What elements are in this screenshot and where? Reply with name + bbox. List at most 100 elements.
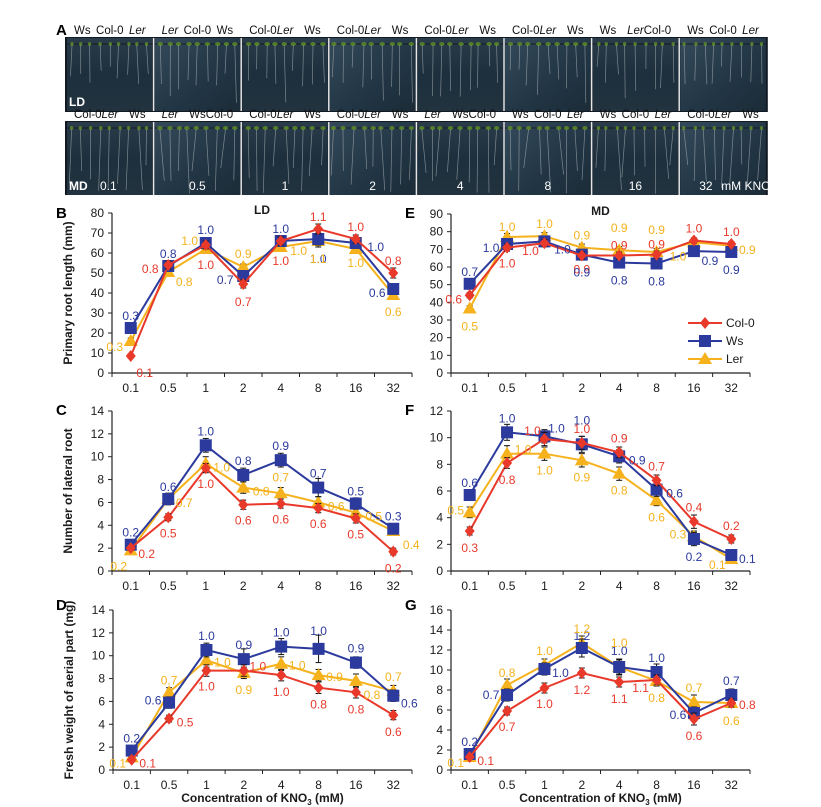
strain-label: Col-0 <box>249 109 276 121</box>
data-label: 0.8 <box>364 688 381 702</box>
data-label: 1.2 <box>573 622 590 636</box>
data-label: 0.1 <box>447 756 464 770</box>
strain-label: Ler <box>277 25 295 37</box>
data-label: 0.3 <box>385 510 402 524</box>
y-axis-label: Primary root length (mm) <box>61 221 75 364</box>
data-label: 1.0 <box>347 220 364 234</box>
data-labels-ler: 0.1 0.7 1.0 0.9 1.0 0.9 0.8 0.7 <box>109 655 402 770</box>
strain-label: Ws <box>304 25 321 37</box>
data-label: 0.9 <box>573 263 590 277</box>
data-label: 0.3 <box>461 541 478 555</box>
plate-image <box>592 122 679 195</box>
data-point-diamond <box>313 223 324 235</box>
plate-photo: Ws Col-0 Ler <box>67 25 153 111</box>
strain-label: Ws <box>600 25 617 37</box>
plate-photo: Col-0 Ler Ws 32 mM KNO3 <box>678 109 776 195</box>
data-point-square <box>613 256 626 269</box>
strain-label: Ws <box>512 109 529 121</box>
data-label: 0.6 <box>723 714 740 728</box>
data-point-diamond <box>726 697 737 709</box>
data-point-square <box>199 439 212 452</box>
data-label: 0.3 <box>670 527 687 541</box>
strain-label: Ws <box>567 25 584 37</box>
y-tick-label: 6 <box>436 484 443 498</box>
series-ws <box>125 634 400 757</box>
data-label: 0.9 <box>235 247 252 261</box>
data-label: 0.1 <box>739 552 756 566</box>
data-point-diamond <box>614 446 625 459</box>
data-point-diamond <box>651 674 662 686</box>
data-label: 0.4 <box>686 501 703 515</box>
data-labels-ler: 0.20.71.00.80.70.60.50.4 <box>110 461 420 574</box>
plate-photo: Ler Ws Col-0 0.5 <box>152 109 241 195</box>
x-tick-label: 8 <box>315 579 322 593</box>
concentration-label: 16 <box>629 179 643 193</box>
data-label: 1.0 <box>197 223 214 237</box>
y-tick-label: 8 <box>98 672 105 686</box>
data-point-triangle <box>236 260 251 272</box>
data-point-square <box>312 481 325 494</box>
panel-label-f: F <box>405 402 414 419</box>
plate-photo: Ws Col-0 Ler 16 <box>590 109 679 195</box>
data-label: 1.1 <box>611 692 628 706</box>
data-labels-ws: 0.2 0.6 1.0 0.9 1.0 1.0 0.9 0.6 <box>123 624 418 746</box>
y-tick-label: 10 <box>92 649 106 663</box>
panel-label-e: E <box>405 205 415 222</box>
panel-a-photos: A Ws Col-0 Ler Ler Col-0 Ws Col-0 Ler Ws Col-0 Ler… <box>56 22 776 195</box>
concentration-label: 4 <box>457 179 464 193</box>
x-tick-label: 1 <box>202 579 209 593</box>
data-point-square <box>687 245 700 258</box>
data-point-diamond <box>539 237 550 250</box>
concentration-label: 32 <box>699 179 713 193</box>
x-tick-label: 16 <box>349 579 363 593</box>
data-point-diamond <box>614 249 625 262</box>
data-point-diamond <box>576 437 587 449</box>
series-line <box>468 646 732 755</box>
data-point-square <box>463 277 476 290</box>
data-label: 0.6 <box>272 513 289 527</box>
x-tick-label: 4 <box>277 579 284 593</box>
x-tick-label: 0.1 <box>123 778 140 792</box>
y-tick-label: 0 <box>436 366 443 380</box>
data-label: 1.0 <box>197 258 214 272</box>
data-label: 1.0 <box>686 222 703 236</box>
strain-label: Col-0 <box>337 25 364 37</box>
data-label: 0.6 <box>145 694 162 708</box>
series-line <box>468 239 732 296</box>
data-point-square <box>650 483 663 496</box>
y-tick-label: 0 <box>97 366 104 380</box>
series-col-0 <box>126 664 399 766</box>
data-label: 1.0 <box>573 422 590 436</box>
plate-photo: Col-0 Ler Ws 1 <box>240 109 328 195</box>
plate-photo: Col-0 Ler Ws <box>328 25 416 111</box>
data-point-triangle <box>348 505 363 518</box>
y-tick-label: 2 <box>436 537 443 551</box>
data-label: 0.6 <box>160 480 177 494</box>
seedlings <box>330 126 415 192</box>
data-labels-ler: 0.1 0.8 1.0 1.2 1.0 0.8 0.7 0.6 <box>447 622 740 770</box>
x-tick-label: 4 <box>616 579 623 593</box>
x-tick-label: 0.1 <box>122 381 139 395</box>
data-point-square <box>312 233 325 245</box>
data-point-diamond <box>350 512 361 525</box>
data-label: 0.7 <box>217 273 234 287</box>
data-label: 0.1 <box>109 756 126 770</box>
plate-image <box>154 122 241 195</box>
data-label: 0.9 <box>573 266 590 280</box>
data-point-diamond <box>126 753 137 766</box>
y-tick-label: 2 <box>436 743 443 757</box>
x-tick-label: 16 <box>687 778 701 792</box>
x-tick-label: 32 <box>387 579 401 593</box>
x-tick-label: 0.5 <box>161 778 178 792</box>
data-label: 0.7 <box>235 295 252 309</box>
data-label: 1.0 <box>272 222 289 236</box>
x-tick-label: 2 <box>578 579 585 593</box>
data-label: 0.8 <box>160 247 177 261</box>
y-tick-label: 12 <box>91 427 105 441</box>
data-point-square <box>687 533 700 545</box>
concentration-label: 1 <box>282 179 289 193</box>
data-point-diamond <box>651 474 662 487</box>
data-label: 0.9 <box>723 263 740 277</box>
y-tick-label: 50 <box>430 278 444 292</box>
x-tick-label: 4 <box>616 381 623 395</box>
